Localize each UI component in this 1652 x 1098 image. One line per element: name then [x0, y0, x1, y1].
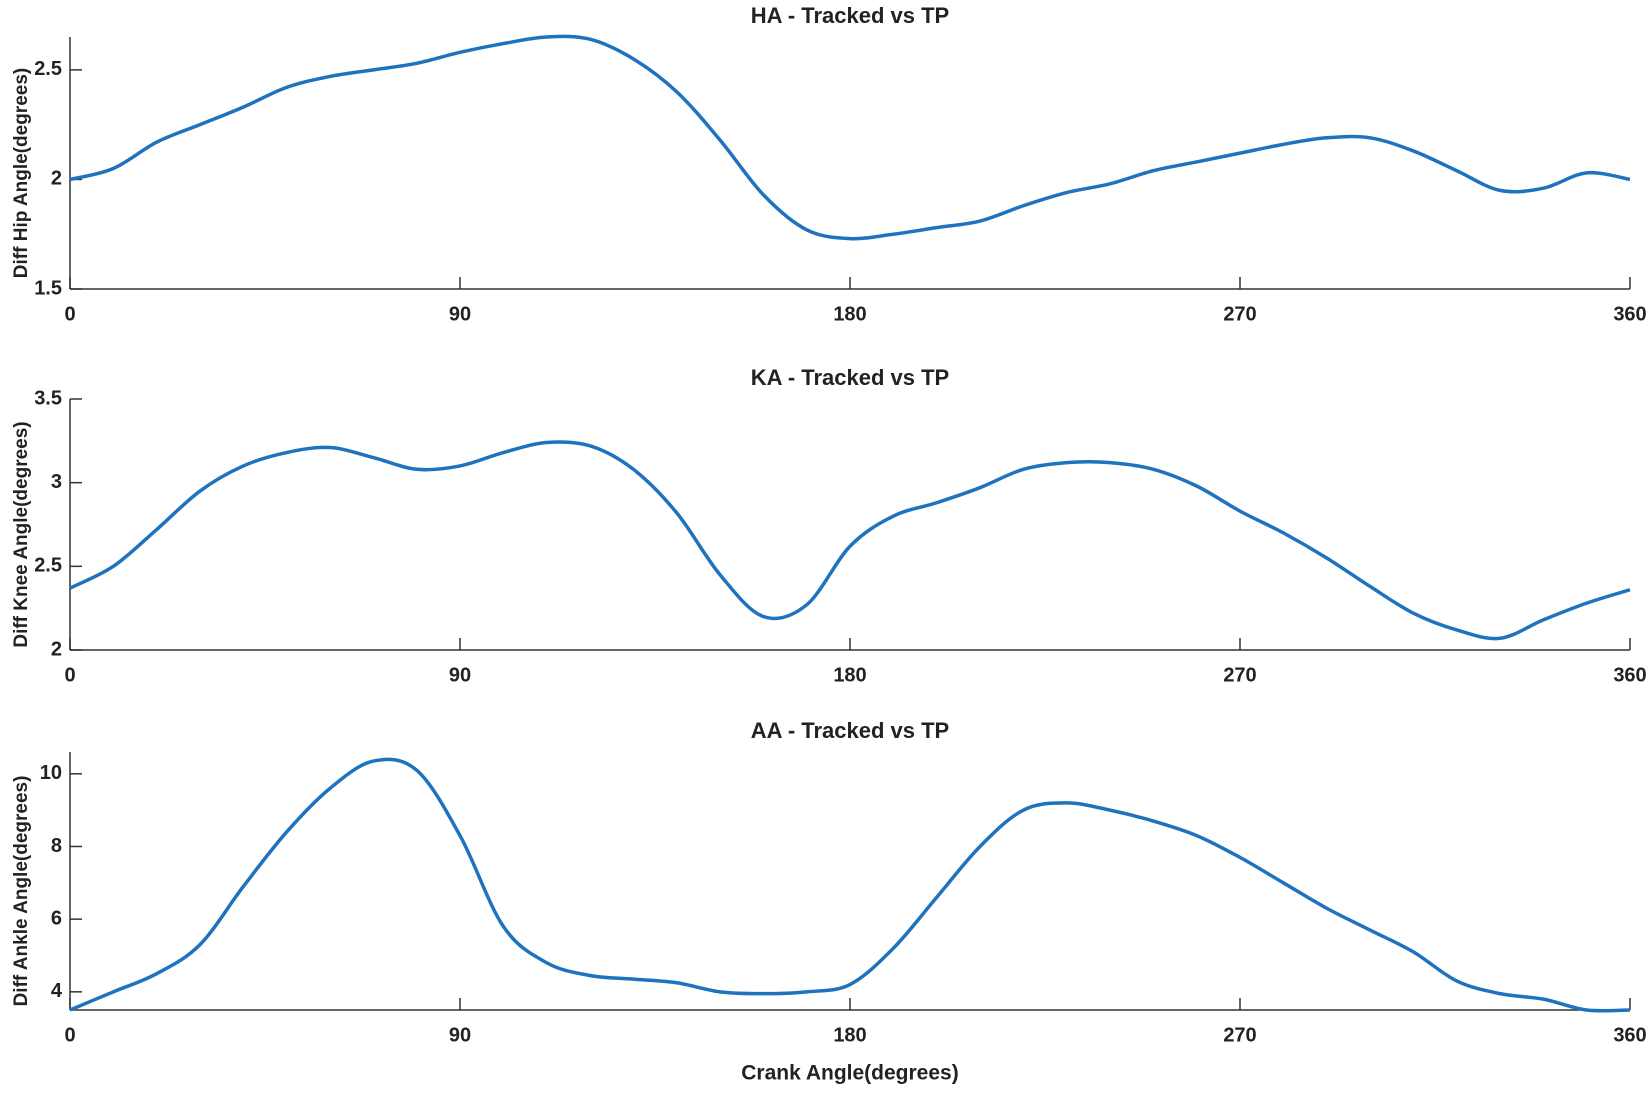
x-tick-label: 0	[64, 303, 75, 325]
y-tick-label: 2.5	[34, 58, 62, 80]
x-tick-label: 270	[1223, 1024, 1256, 1046]
y-tick-label: 1.5	[34, 277, 62, 299]
chart-title: KA - Tracked vs TP	[751, 365, 949, 390]
y-tick-label: 8	[51, 835, 62, 857]
y-tick-label: 2	[51, 638, 62, 660]
y-tick-label: 3	[51, 471, 62, 493]
x-tick-label: 180	[833, 303, 866, 325]
chart-title: HA - Tracked vs TP	[751, 3, 949, 28]
y-axis-label: Diff Ankle Angle(degrees)	[11, 776, 32, 1007]
y-axis-label: Diff Hip Angle(degrees)	[11, 68, 32, 278]
x-axis-label: Crank Angle(degrees)	[741, 1062, 958, 1085]
x-tick-label: 90	[449, 1024, 471, 1046]
data-line	[69, 757, 1631, 1013]
data-line	[69, 440, 1631, 641]
y-axis-label: Diff Knee Angle(degrees)	[11, 421, 32, 647]
x-tick-label: 360	[1613, 303, 1646, 325]
chart-title: AA - Tracked vs TP	[751, 718, 949, 743]
y-tick-label: 2	[51, 168, 62, 190]
x-tick-label: 180	[833, 664, 866, 686]
x-tick-label: 180	[833, 1024, 866, 1046]
y-tick-label: 3.5	[34, 387, 62, 409]
x-tick-label: 270	[1223, 664, 1256, 686]
y-tick-label: 4	[51, 980, 63, 1002]
x-tick-label: 90	[449, 664, 471, 686]
data-line	[69, 34, 1631, 241]
x-tick-label: 360	[1613, 664, 1646, 686]
y-tick-label: 2.5	[34, 555, 62, 577]
x-tick-label: 270	[1223, 303, 1256, 325]
x-tick-label: 0	[64, 1024, 75, 1046]
y-tick-label: 6	[51, 907, 62, 929]
y-tick-label: 10	[40, 762, 62, 784]
x-tick-label: 0	[64, 664, 75, 686]
x-tick-label: 90	[449, 303, 471, 325]
x-tick-label: 360	[1613, 1024, 1646, 1046]
